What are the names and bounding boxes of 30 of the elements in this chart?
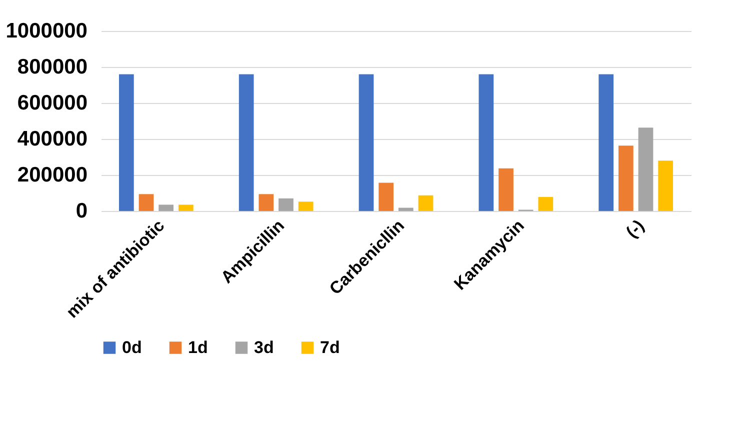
bar <box>358 74 374 211</box>
bar <box>658 160 674 211</box>
y-tick-label: 800000 <box>17 56 88 78</box>
bar <box>258 194 274 211</box>
bar <box>178 204 194 211</box>
bar <box>378 182 394 211</box>
legend-label: 7d <box>320 338 340 357</box>
y-tick-label: 200000 <box>17 164 88 186</box>
bar <box>638 128 654 211</box>
y-tick-label: 400000 <box>17 128 88 150</box>
bar <box>478 74 494 211</box>
x-tick-label: (-) <box>622 216 648 242</box>
legend-label: 1d <box>188 338 208 357</box>
bar <box>498 168 514 211</box>
bar <box>538 196 554 211</box>
y-tick-label: 0 <box>76 200 88 222</box>
legend-label: 3d <box>254 338 274 357</box>
bar <box>598 74 614 211</box>
bar <box>398 208 414 211</box>
y-tick-label: 600000 <box>17 92 88 114</box>
bar <box>158 204 174 211</box>
bar <box>618 146 634 211</box>
bar <box>298 202 314 211</box>
bar <box>418 195 434 211</box>
bar <box>138 194 154 211</box>
bar <box>238 74 254 211</box>
bar <box>118 74 134 211</box>
bar <box>278 198 294 211</box>
legend-label: 0d <box>122 338 142 357</box>
y-tick-label: 1000000 <box>6 20 88 42</box>
